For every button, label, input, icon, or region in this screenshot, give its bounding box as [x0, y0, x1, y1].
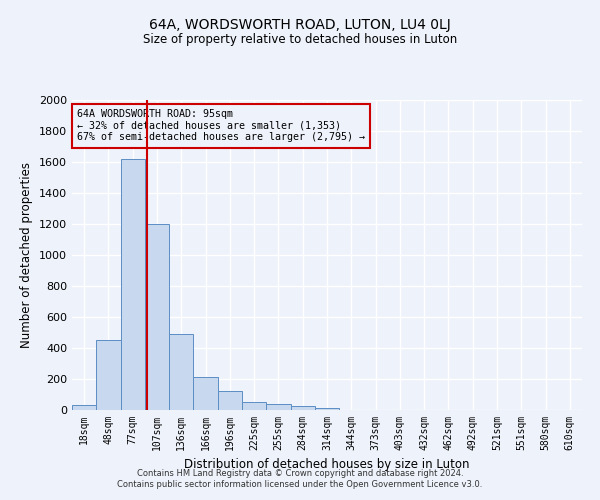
Bar [193, 376, 218, 410]
Bar [72, 404, 96, 410]
Text: Contains HM Land Registry data © Crown copyright and database right 2024.: Contains HM Land Registry data © Crown c… [137, 468, 463, 477]
Bar [145, 224, 169, 410]
Text: Size of property relative to detached houses in Luton: Size of property relative to detached ho… [143, 32, 457, 46]
Bar [290, 406, 315, 410]
Text: Contains public sector information licensed under the Open Government Licence v3: Contains public sector information licen… [118, 480, 482, 489]
Bar [266, 404, 290, 410]
Text: 64A, WORDSWORTH ROAD, LUTON, LU4 0LJ: 64A, WORDSWORTH ROAD, LUTON, LU4 0LJ [149, 18, 451, 32]
X-axis label: Distribution of detached houses by size in Luton: Distribution of detached houses by size … [184, 458, 470, 471]
Text: 64A WORDSWORTH ROAD: 95sqm
← 32% of detached houses are smaller (1,353)
67% of s: 64A WORDSWORTH ROAD: 95sqm ← 32% of deta… [77, 110, 365, 142]
Bar [121, 159, 145, 410]
Bar [242, 402, 266, 410]
Bar [315, 408, 339, 410]
Bar [169, 334, 193, 410]
Bar [218, 390, 242, 410]
Bar [96, 340, 121, 410]
Y-axis label: Number of detached properties: Number of detached properties [20, 162, 34, 348]
